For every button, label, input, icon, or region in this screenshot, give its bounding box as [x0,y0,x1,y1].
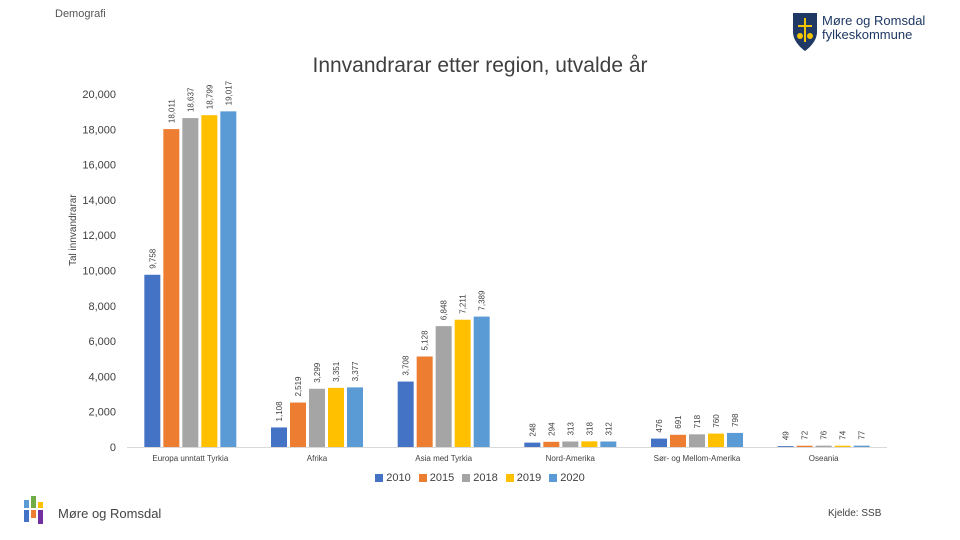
data-label: 318 [585,421,594,435]
data-label: 5,128 [421,330,430,351]
data-label: 6,848 [440,300,449,321]
legend-item-2020: 2020 [549,472,585,484]
x-tick-label: Afrika [307,454,328,463]
y-tick-label: 16,000 [82,160,116,172]
data-label: 3,377 [351,361,360,382]
county-shield-icon [793,13,817,51]
data-label: 3,708 [402,355,411,376]
bar [670,434,686,447]
y-tick-label: 8,000 [88,301,116,313]
legend-item-2018: 2018 [462,472,498,484]
data-label: 313 [566,422,575,436]
data-label: 76 [820,430,829,439]
source-note: Kjelde: SSB [828,508,882,519]
bar [201,115,218,448]
bar [777,446,794,447]
bar [796,445,813,447]
data-label: 18,799 [205,84,214,109]
bar [328,387,344,447]
bar [651,438,667,447]
data-label: 1,108 [275,401,284,422]
bar [347,387,363,447]
logo-text: Møre og Romsdal fylkeskommune [822,13,926,42]
x-tick-label: Asia med Tyrkia [415,454,472,463]
y-tick-label: 4,000 [88,371,116,383]
bar [689,434,705,447]
y-tick-label: 2,000 [88,407,116,419]
data-label: 19,017 [224,80,233,105]
bar [271,427,287,447]
bar [853,445,870,447]
data-label: 3,299 [313,362,322,383]
bar [144,274,161,447]
chart-legend: 2010 2015 2018 2019 2020 [0,472,960,484]
data-label: 2,519 [294,376,303,397]
y-tick-label: 0 [110,442,116,454]
data-label: 18,637 [186,87,195,112]
footer-org-name: Møre og Romsdal [58,506,162,521]
bar [163,129,180,448]
legend-swatch [505,474,514,482]
data-label: 72 [801,430,810,439]
legend-swatch [418,474,427,482]
bar [290,402,306,447]
data-label: 7,389 [478,290,487,311]
bar [708,433,724,447]
x-tick-label: Sør- og Mellom-Amerika [654,454,741,463]
legend-swatch [549,474,558,482]
data-label: 248 [528,423,537,437]
section-label: Demografi [55,8,106,20]
bar [309,388,325,447]
legend-item-2019: 2019 [505,472,541,484]
y-tick-label: 10,000 [82,266,116,278]
bar [524,442,541,447]
data-label: 18,011 [167,99,176,123]
bar [416,356,433,447]
data-label: 7,211 [459,294,468,314]
x-tick-label: Oseania [809,454,839,463]
county-logo: Møre og Romsdal fylkeskommune [792,12,942,54]
bar [182,118,199,448]
bar [454,319,471,447]
data-label: 3,351 [332,361,341,382]
data-label: 294 [547,422,556,436]
data-label: 312 [604,422,613,436]
bar [397,381,414,447]
data-label: 9,758 [148,248,157,269]
data-label: 760 [712,414,721,428]
data-label: 49 [782,431,791,440]
bar [435,326,452,447]
legend-item-2015: 2015 [418,472,454,484]
data-label: 798 [731,413,740,427]
bar [562,441,579,447]
data-label: 691 [674,415,683,429]
y-tick-label: 6,000 [88,336,116,348]
bar [815,445,832,447]
legend-swatch [375,474,384,482]
data-label: 718 [693,414,702,428]
footer-logo-icon [24,496,43,524]
data-label: 77 [858,430,867,439]
bar [543,441,560,447]
y-tick-label: 12,000 [82,230,116,242]
bar [834,445,851,447]
bar [600,441,617,447]
data-label: 476 [655,419,664,433]
legend-swatch [462,474,471,482]
chart-title: Innvandrarar etter region, utvalde år [312,54,648,77]
bar [473,316,490,447]
x-tick-label: Nord-Amerika [546,454,596,463]
y-tick-label: 18,000 [82,124,116,136]
data-label: 74 [839,430,848,439]
y-tick-label: 20,000 [82,89,116,101]
bar [727,432,743,447]
y-tick-label: 14,000 [82,195,116,207]
x-tick-label: Europa unntatt Tyrkia [152,454,228,463]
legend-item-2010: 2010 [375,472,411,484]
bar [581,441,598,447]
bar [220,111,237,448]
